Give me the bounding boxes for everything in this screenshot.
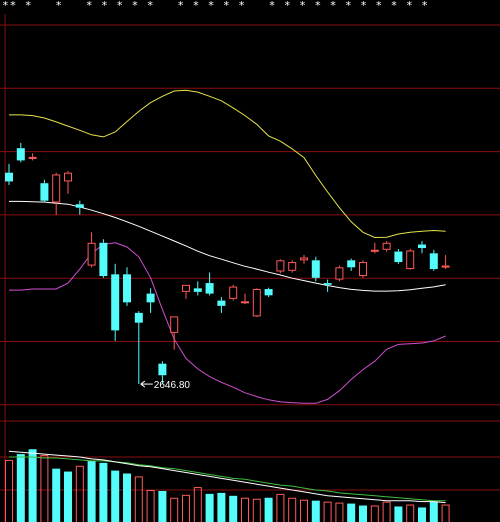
volume-bar bbox=[75, 465, 84, 522]
candle-body bbox=[52, 174, 61, 203]
volume-bar bbox=[16, 454, 25, 522]
candle-body bbox=[75, 204, 84, 208]
candle-body bbox=[123, 274, 131, 303]
candle-body bbox=[111, 274, 120, 331]
volume-bar bbox=[252, 498, 261, 522]
candle-body bbox=[347, 260, 356, 268]
volume-bar bbox=[429, 501, 438, 522]
candle-body bbox=[182, 284, 190, 292]
volume-bar bbox=[335, 502, 344, 522]
volume-bar bbox=[158, 490, 167, 522]
candle-body bbox=[252, 289, 261, 317]
volume-bar bbox=[229, 495, 238, 522]
candle-body bbox=[335, 267, 344, 280]
volume-bar bbox=[52, 468, 61, 522]
candle-body bbox=[323, 283, 332, 285]
candle-body bbox=[193, 288, 202, 292]
volume-bar bbox=[5, 459, 13, 522]
candle-body bbox=[441, 265, 450, 268]
volume-bar bbox=[40, 455, 49, 522]
volume-bar bbox=[359, 505, 367, 522]
volume-bar bbox=[134, 476, 143, 522]
volume-bar bbox=[382, 501, 391, 522]
candle-body bbox=[170, 316, 179, 333]
volume-bar bbox=[323, 501, 332, 522]
volume-bar bbox=[87, 460, 96, 522]
candle-body bbox=[64, 172, 72, 182]
volume-bar bbox=[28, 449, 37, 522]
volume-bar bbox=[170, 497, 179, 522]
volume-bar bbox=[288, 497, 297, 522]
volume-bar bbox=[217, 492, 226, 522]
volume-bar bbox=[99, 462, 108, 522]
candle-body bbox=[5, 172, 13, 182]
candle-body bbox=[418, 244, 426, 249]
volume-bar bbox=[123, 473, 131, 522]
candle-body bbox=[394, 251, 403, 263]
candle-body bbox=[205, 283, 214, 294]
stock-header: ** * * * * * * * * * * * * * * * * * * *… bbox=[0, 0, 500, 14]
volume-bar bbox=[146, 489, 155, 522]
candle-body bbox=[311, 260, 320, 278]
volume-bar bbox=[370, 505, 379, 522]
volume-bar bbox=[276, 493, 285, 522]
candle-body bbox=[406, 250, 415, 270]
masked-stock-info: ** * * * * * * * * * * * * * * * * * * *… bbox=[2, 0, 429, 12]
boll-upper-line bbox=[9, 89, 446, 239]
candle-body bbox=[229, 286, 238, 299]
candle-body bbox=[40, 183, 49, 201]
candle-body bbox=[288, 262, 297, 271]
volume-bar bbox=[300, 499, 308, 522]
candle-body bbox=[134, 312, 143, 323]
volume-bar bbox=[264, 497, 273, 522]
volume-bar bbox=[193, 487, 202, 522]
low-marker-arrow bbox=[140, 380, 146, 388]
volume-bar bbox=[394, 506, 403, 522]
volume-bar bbox=[311, 500, 320, 522]
candle-body bbox=[16, 148, 25, 161]
candle-body bbox=[359, 262, 367, 277]
candle-body bbox=[276, 260, 285, 272]
candle-body bbox=[370, 249, 379, 252]
volume-bar bbox=[111, 470, 120, 522]
candle-body bbox=[146, 293, 155, 303]
volume-bar bbox=[182, 494, 190, 522]
volume-bar bbox=[406, 504, 415, 522]
candle-body bbox=[429, 253, 438, 270]
low-price-label: 2646.80 bbox=[154, 380, 191, 391]
candle-body bbox=[300, 257, 308, 261]
candle-body bbox=[217, 300, 226, 306]
candle-body bbox=[382, 242, 391, 250]
volume-bar bbox=[64, 471, 72, 522]
volume-bar bbox=[441, 504, 450, 522]
volume-ma-white-line bbox=[8, 450, 446, 504]
candle-body bbox=[241, 301, 249, 304]
candle-body bbox=[264, 289, 273, 296]
volume-bar bbox=[205, 493, 214, 522]
volume-bar bbox=[347, 503, 356, 522]
candle-body bbox=[158, 363, 167, 376]
volume-ma-green-line bbox=[9, 456, 446, 502]
boll-lower-line bbox=[9, 242, 446, 404]
volume-bar bbox=[418, 507, 426, 522]
candle-body bbox=[87, 242, 96, 266]
volume-bar bbox=[241, 497, 249, 522]
candle-body bbox=[28, 156, 37, 159]
candle-body bbox=[99, 242, 108, 277]
